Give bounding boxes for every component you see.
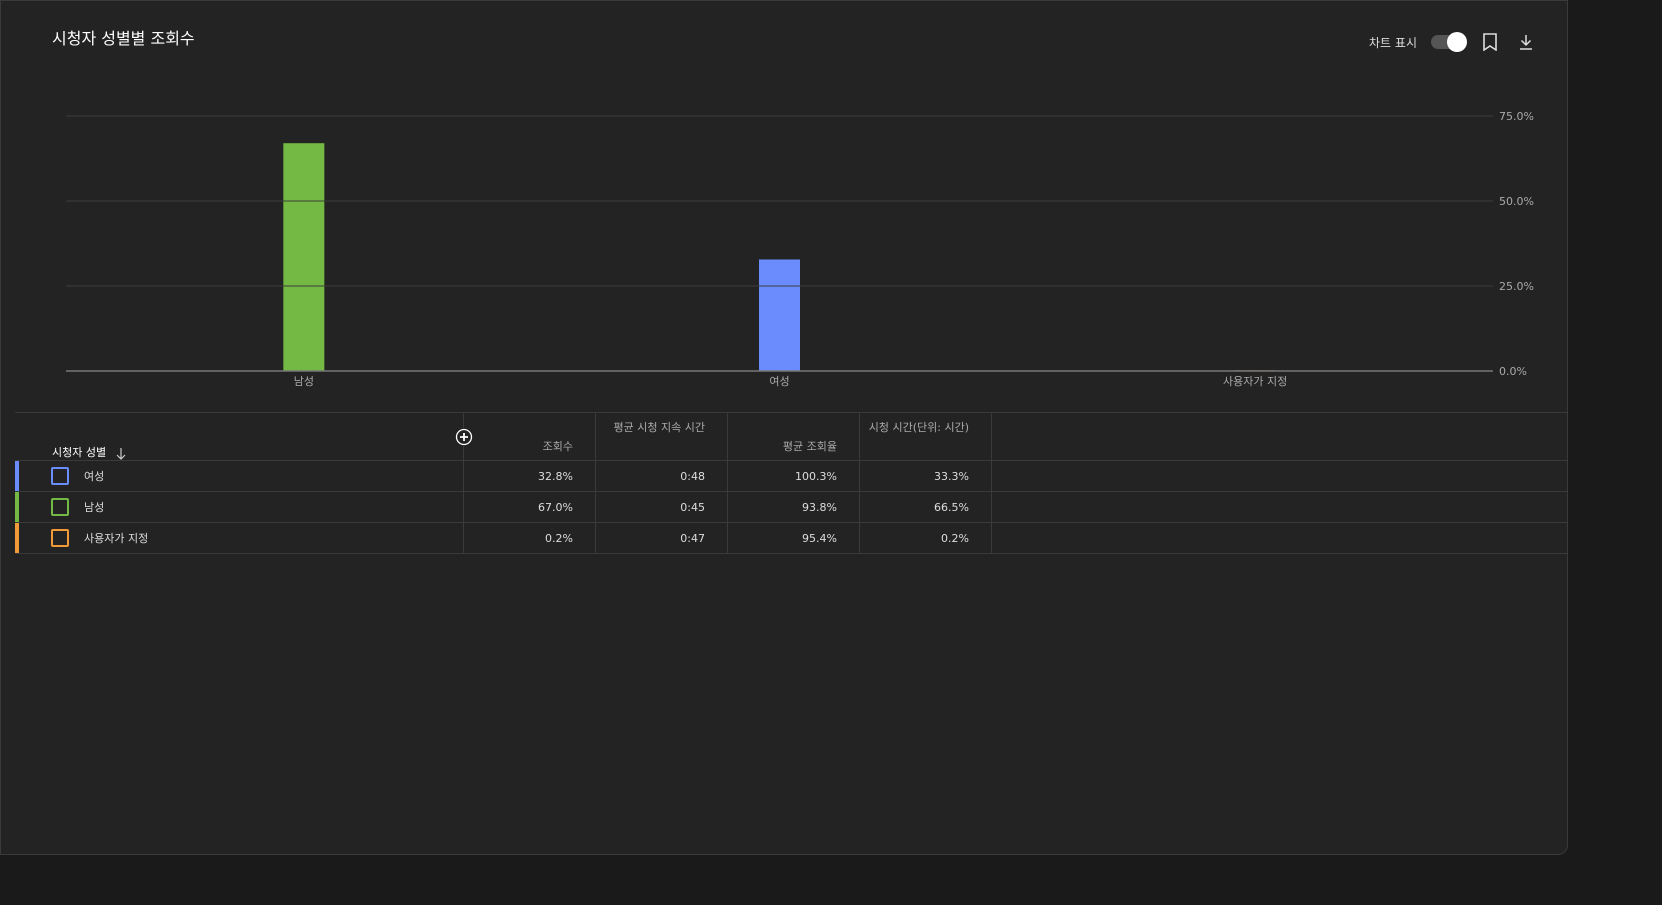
gender-views-card: 시청자 성별별 조회수 차트 표시 남성 여성 사용자가 지정 0.0% 25.0% 50…	[0, 0, 1568, 855]
table-header: 시청자 성별 조회수 평균 시청 지속 시간 평균 조회율 시청 시간(단위: …	[15, 412, 1568, 467]
avg-duration-cell: 0:45	[596, 492, 728, 522]
row-label-cell: 사용자가 지정	[15, 523, 464, 553]
toolbar: 차트 표시	[1369, 31, 1537, 53]
avg-pct-cell: 93.8%	[728, 492, 860, 522]
y-tick-label: 0.0%	[1499, 365, 1527, 378]
bar[interactable]	[283, 143, 325, 371]
avg-duration-cell: 0:47	[596, 523, 728, 553]
avg-pct-cell: 95.4%	[728, 523, 860, 553]
bar[interactable]	[759, 259, 800, 371]
toggle-knob	[1447, 32, 1467, 52]
watch-time-cell: 33.3%	[860, 461, 992, 491]
y-tick-label: 25.0%	[1499, 280, 1534, 293]
watch-time-cell: 0.2%	[860, 523, 992, 553]
header-views[interactable]: 조회수	[464, 413, 596, 460]
x-tick-label: 남성	[294, 375, 314, 388]
plus-circle-icon[interactable]	[455, 428, 473, 446]
download-icon[interactable]	[1515, 31, 1537, 53]
row-label: 남성	[84, 501, 105, 514]
views-cell: 67.0%	[464, 492, 596, 522]
x-tick-label: 사용자가 지정	[1223, 375, 1287, 388]
views-cell: 32.8%	[464, 461, 596, 491]
row-label: 사용자가 지정	[84, 532, 149, 545]
bookmark-icon[interactable]	[1479, 31, 1501, 53]
y-tick-label: 50.0%	[1499, 195, 1534, 208]
series-checkbox[interactable]	[51, 467, 69, 485]
chart-toggle[interactable]	[1431, 32, 1467, 52]
chart-toggle-label: 차트 표시	[1369, 35, 1417, 50]
header-avg-duration[interactable]: 평균 시청 지속 시간	[596, 413, 728, 460]
table-row: 여성 32.8% 0:48 100.3% 33.3%	[15, 461, 1568, 492]
table-row: 남성 67.0% 0:45 93.8% 66.5%	[15, 492, 1568, 523]
y-tick-label: 75.0%	[1499, 110, 1534, 123]
row-label-cell: 남성	[15, 492, 464, 522]
series-color-bar	[15, 492, 19, 522]
header-gender[interactable]: 시청자 성별	[15, 413, 473, 467]
avg-duration-cell: 0:48	[596, 461, 728, 491]
header-watch-time[interactable]: 시청 시간(단위: 시간)	[860, 413, 992, 460]
row-label-cell: 여성	[15, 461, 464, 491]
header-avg-pct[interactable]: 평균 조회율	[728, 413, 860, 460]
row-label: 여성	[84, 470, 105, 483]
arrow-down-icon	[116, 448, 126, 460]
series-checkbox[interactable]	[51, 529, 69, 547]
series-color-bar	[15, 523, 19, 553]
bar-chart: 남성 여성 사용자가 지정 0.0% 25.0% 50.0% 75.0%	[66, 110, 1534, 388]
series-color-bar	[15, 461, 19, 491]
x-tick-label: 여성	[769, 375, 789, 388]
series-checkbox[interactable]	[51, 498, 69, 516]
table-row: 사용자가 지정 0.2% 0:47 95.4% 0.2%	[15, 523, 1568, 554]
views-cell: 0.2%	[464, 523, 596, 553]
header-label: 시청자 성별	[52, 446, 107, 459]
card-title: 시청자 성별별 조회수	[52, 29, 195, 48]
watch-time-cell: 66.5%	[860, 492, 992, 522]
avg-pct-cell: 100.3%	[728, 461, 860, 491]
data-table: 시청자 성별 조회수 평균 시청 지속 시간 평균 조회율 시청 시간(단위: …	[15, 412, 1568, 554]
